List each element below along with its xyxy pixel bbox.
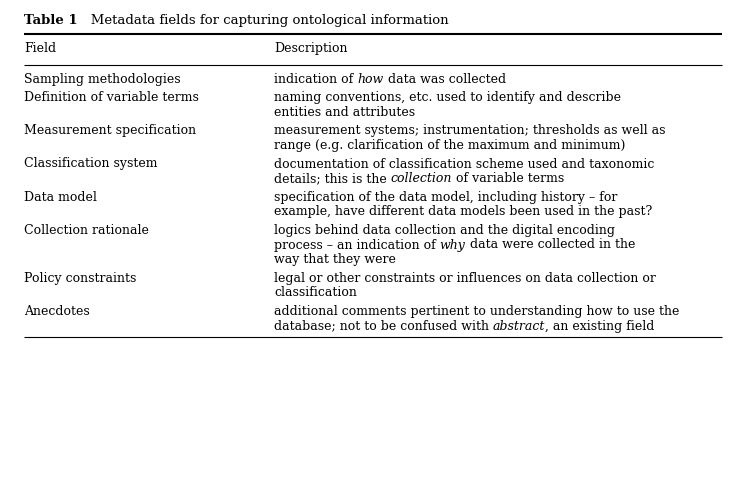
Text: entities and attributes: entities and attributes [274,106,415,119]
Text: of variable terms: of variable terms [452,173,565,185]
Text: logics behind data collection and the digital encoding: logics behind data collection and the di… [274,224,615,237]
Text: Policy constraints: Policy constraints [24,272,137,285]
Text: Measurement specification: Measurement specification [24,124,196,137]
Text: example, have different data models been used in the past?: example, have different data models been… [274,205,652,218]
Text: Anecdotes: Anecdotes [24,305,90,318]
Text: , an existing field: , an existing field [545,319,655,332]
Text: Metadata fields for capturing ontological information: Metadata fields for capturing ontologica… [77,14,448,27]
Text: range (e.g. clarification of the maximum and minimum): range (e.g. clarification of the maximum… [274,139,626,152]
Text: Classification system: Classification system [24,157,158,171]
Text: documentation of classification scheme used and taxonomic: documentation of classification scheme u… [274,157,655,171]
Text: why: why [440,238,466,252]
Text: Definition of variable terms: Definition of variable terms [24,92,199,104]
Text: Description: Description [274,42,348,55]
Text: Data model: Data model [24,191,97,204]
Text: collection: collection [391,173,452,185]
Text: Collection rationale: Collection rationale [24,224,149,237]
Text: specification of the data model, including history – for: specification of the data model, includi… [274,191,617,204]
Text: database; not to be confused with: database; not to be confused with [274,319,493,332]
Text: data were collected in the: data were collected in the [466,238,635,252]
Text: data was collected: data was collected [383,73,506,86]
Text: process – an indication of: process – an indication of [274,238,440,252]
Text: classification: classification [274,286,357,299]
Text: how: how [357,73,383,86]
Text: additional comments pertinent to understanding how to use the: additional comments pertinent to underst… [274,305,679,318]
Text: details; this is the: details; this is the [274,173,391,185]
Text: measurement systems; instrumentation; thresholds as well as: measurement systems; instrumentation; th… [274,124,666,137]
Text: Sampling methodologies: Sampling methodologies [24,73,181,86]
Text: way that they were: way that they were [274,254,396,266]
Text: indication of: indication of [274,73,357,86]
Text: Table 1: Table 1 [24,14,77,27]
Text: legal or other constraints or influences on data collection or: legal or other constraints or influences… [274,272,656,285]
Text: abstract: abstract [493,319,545,332]
Text: naming conventions, etc. used to identify and describe: naming conventions, etc. used to identif… [274,92,621,104]
Text: Field: Field [24,42,56,55]
